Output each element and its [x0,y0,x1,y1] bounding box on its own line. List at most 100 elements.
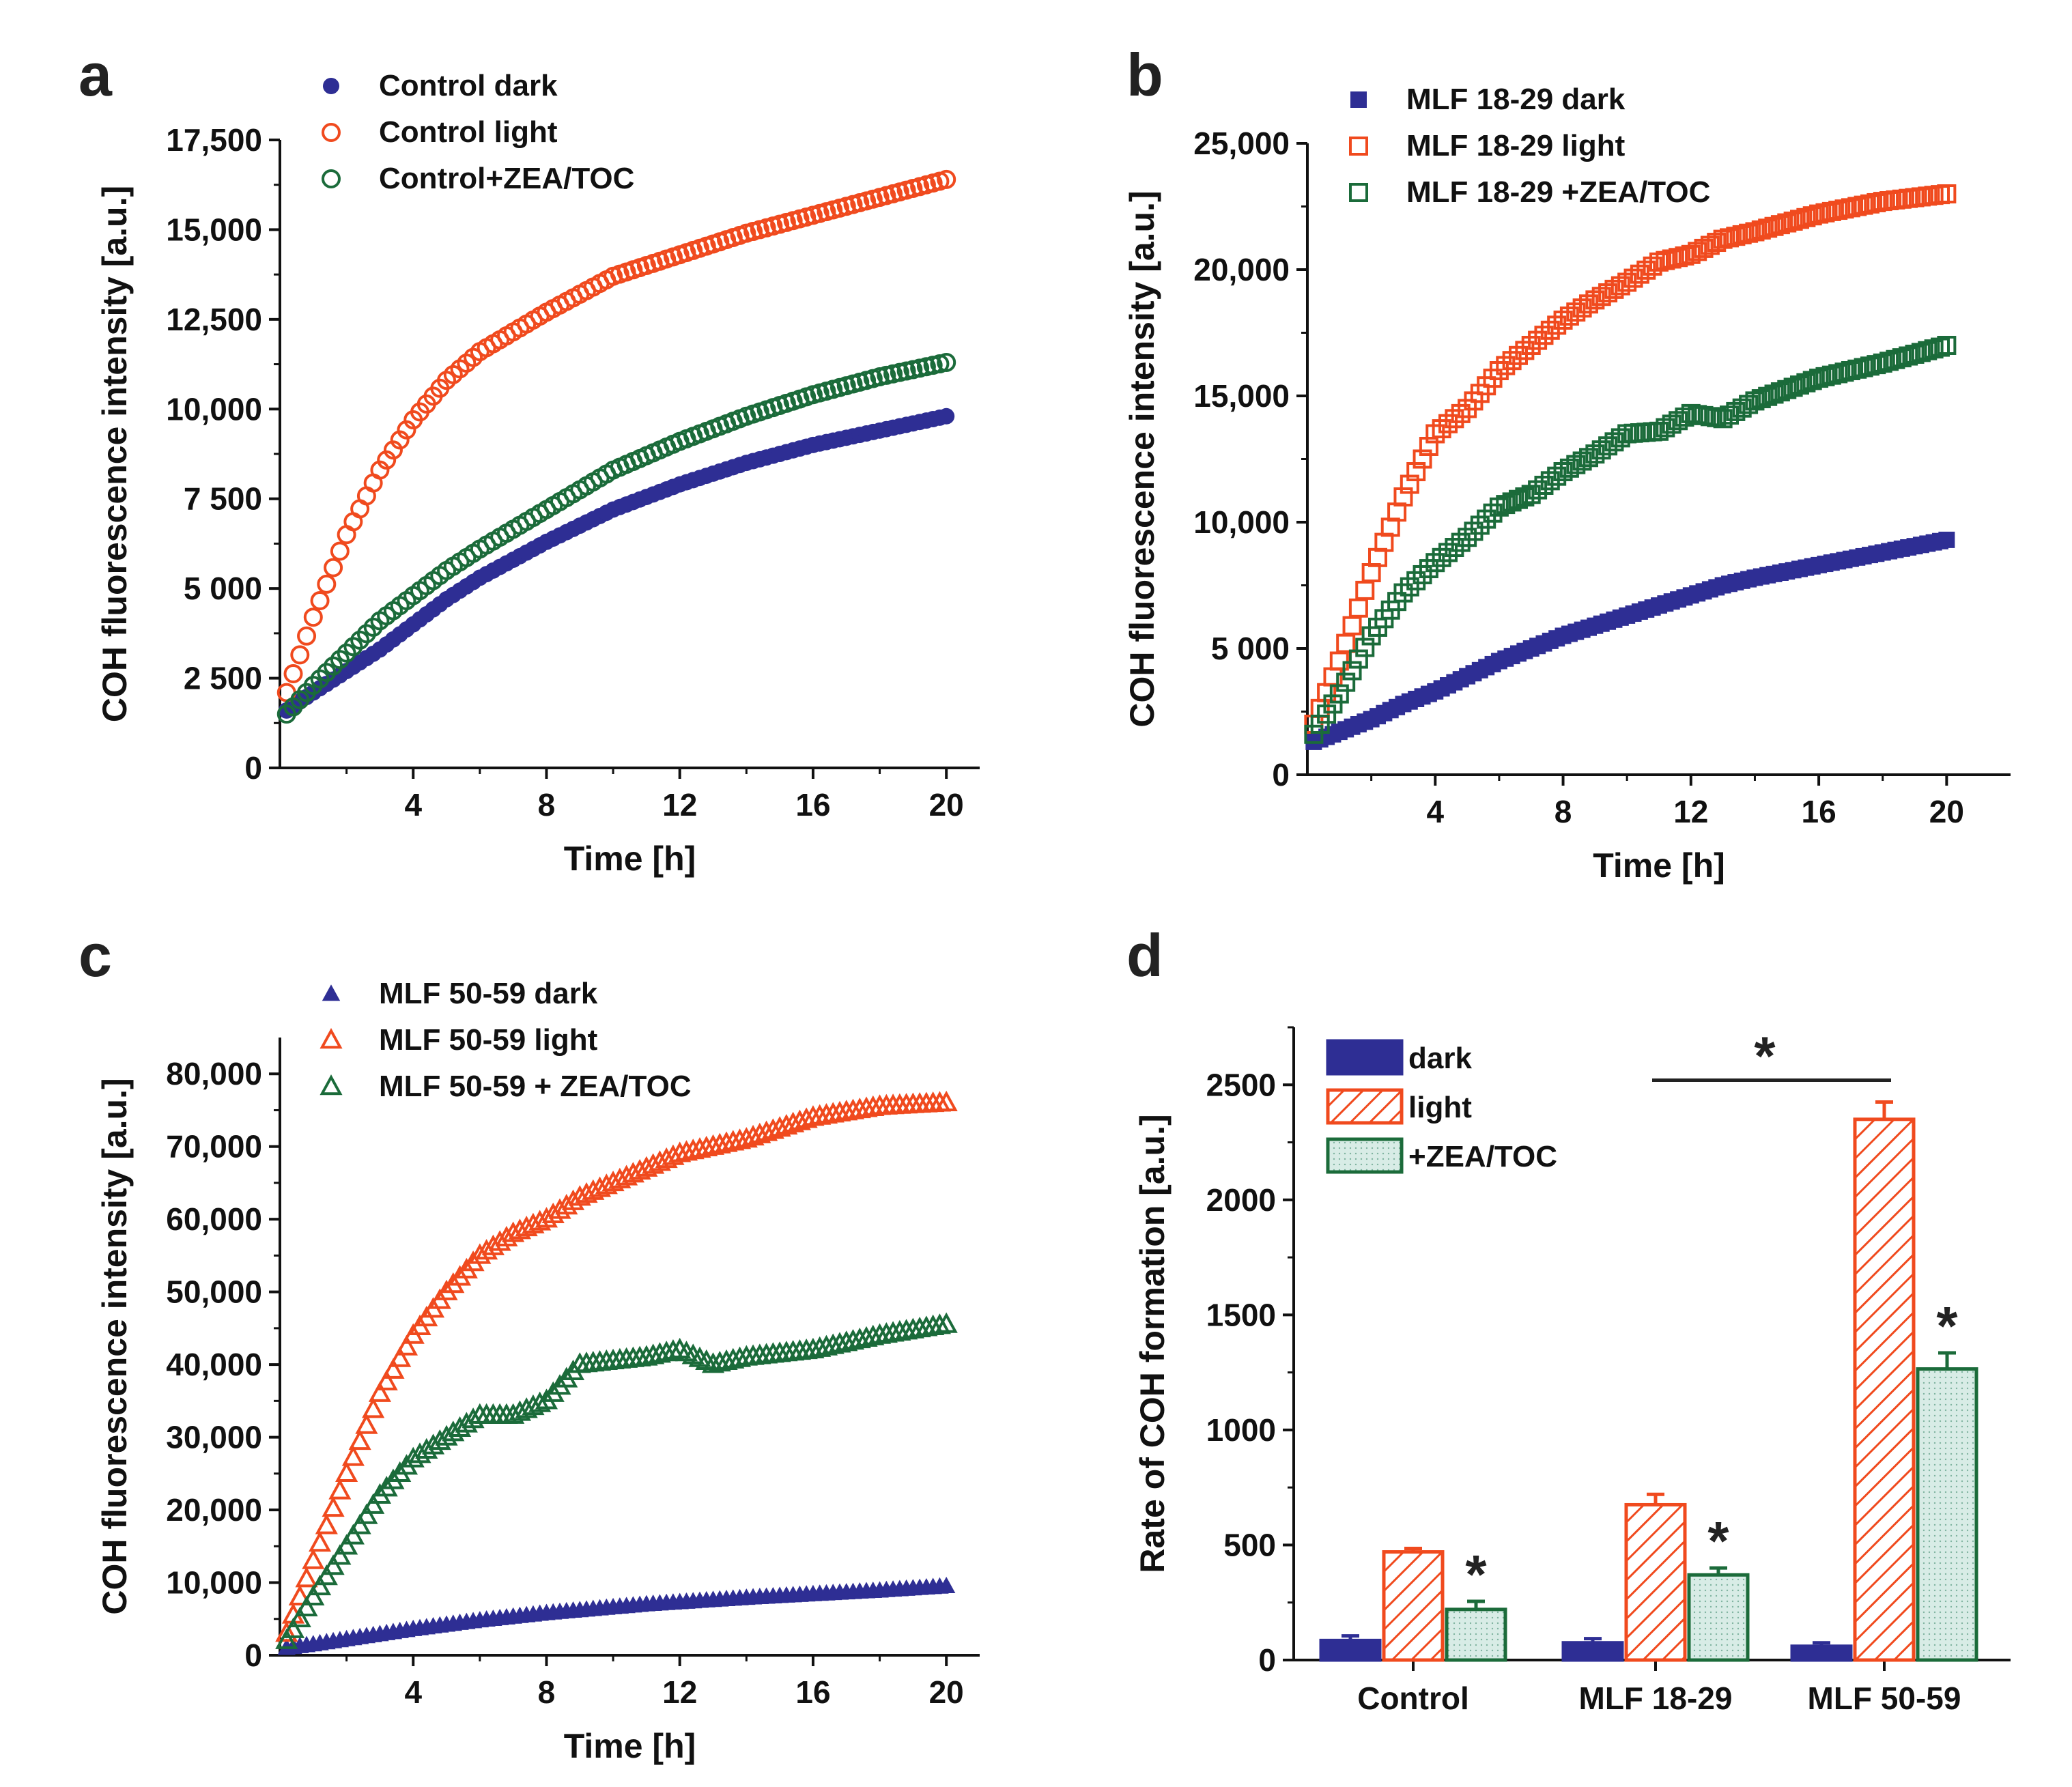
data-point [1707,233,1727,253]
significance-star: * [1465,1544,1487,1605]
data-point [355,1503,378,1524]
data-point [283,664,303,683]
y-tick-label: 15,000 [1193,378,1290,414]
data-point [1393,487,1413,506]
data-point [1496,495,1516,515]
data-point [1796,208,1816,227]
y-tick-label: 10,000 [166,391,262,427]
data-point [1764,384,1784,404]
data-point [1675,408,1694,427]
data-point [855,1326,878,1347]
y-tick-label: 20,000 [1193,252,1290,287]
data-point [317,574,337,594]
data-point [1470,515,1490,535]
data-point [1918,341,1938,360]
y-axis-title: COH fluorescence intensity [a.u.] [96,1078,134,1614]
y-tick-label: 30,000 [166,1420,262,1455]
panel-b-letter: b [1126,41,1163,109]
data-point [1649,252,1669,272]
data-point [362,1493,385,1514]
data-point [295,1567,318,1588]
data-point [708,1132,731,1154]
y-tick-label: 0 [1258,1642,1276,1678]
data-point [775,1113,798,1135]
data-point [324,558,343,577]
data-point [828,1332,851,1353]
data-point [935,1090,958,1112]
legend-marker [1350,91,1367,108]
data-point [1342,616,1362,635]
y-tick-label: 0 [244,1638,262,1673]
data-point [1847,359,1867,379]
data-point [1931,337,1950,357]
data-point [1777,380,1797,399]
legend-marker [322,984,341,1001]
data-point [937,352,956,372]
data-point [1425,553,1445,573]
data-point [1745,222,1765,242]
data-point [1317,704,1337,724]
bar-dark [1561,1641,1624,1662]
data-point [701,1352,725,1373]
data-point [1425,424,1445,444]
data-point [795,1107,818,1128]
data-point [1892,348,1912,368]
data-point [368,1381,392,1402]
legend-swatch [1326,1137,1404,1174]
data-point [1879,352,1899,371]
data-point [1694,238,1714,258]
data-point [1675,246,1694,266]
legend-label: dark [1408,1042,1472,1075]
data-point [642,1343,665,1364]
y-tick-label: 80,000 [166,1056,262,1091]
data-point [1432,547,1451,567]
data-point [1860,356,1879,376]
data-point [1662,249,1681,269]
panel-d-letter: d [1126,921,1163,989]
data-point [341,1445,365,1466]
data-point [848,1327,871,1349]
data-point [1348,598,1368,618]
data-point [328,1544,352,1565]
data-point [1758,386,1778,406]
legend-marker [1349,137,1368,156]
data-point [1489,361,1509,380]
data-point [1509,345,1528,365]
data-point [1854,358,1873,377]
data-point [1502,351,1522,371]
data-point [1445,409,1464,429]
data-point [1304,724,1324,744]
legend-marker [322,123,341,142]
data-point [322,1554,345,1575]
data-point [1924,339,1944,359]
data-point [1790,210,1809,229]
data-point [1393,583,1413,603]
significance-star: * [1936,1296,1958,1356]
data-point [1451,532,1471,552]
y-tick-label: 10,000 [1193,504,1290,540]
data-point [395,1334,418,1356]
data-point [668,1141,692,1162]
data-point [1438,414,1458,433]
legend-label: Control light [379,115,558,149]
data-point [1867,355,1886,375]
y-tick-label: 25,000 [1193,126,1290,161]
data-point [1681,244,1701,264]
data-point [1713,229,1733,249]
bar-zeatoc [1445,1607,1507,1662]
y-tick-label: 70,000 [166,1129,262,1164]
data-point [688,1137,711,1158]
data-point [288,1584,311,1606]
legend-swatch [1326,1039,1404,1076]
data-point [1400,577,1419,597]
data-point [1464,521,1484,541]
data-point [728,1128,752,1149]
data-point [722,1347,745,1369]
data-point [1643,256,1662,276]
bar-dark [1319,1638,1382,1662]
data-point [462,1407,485,1429]
data-point [748,1122,771,1143]
data-point [1815,367,1835,386]
data-point [308,1531,332,1552]
y-tick-label: 2500 [1206,1067,1276,1102]
